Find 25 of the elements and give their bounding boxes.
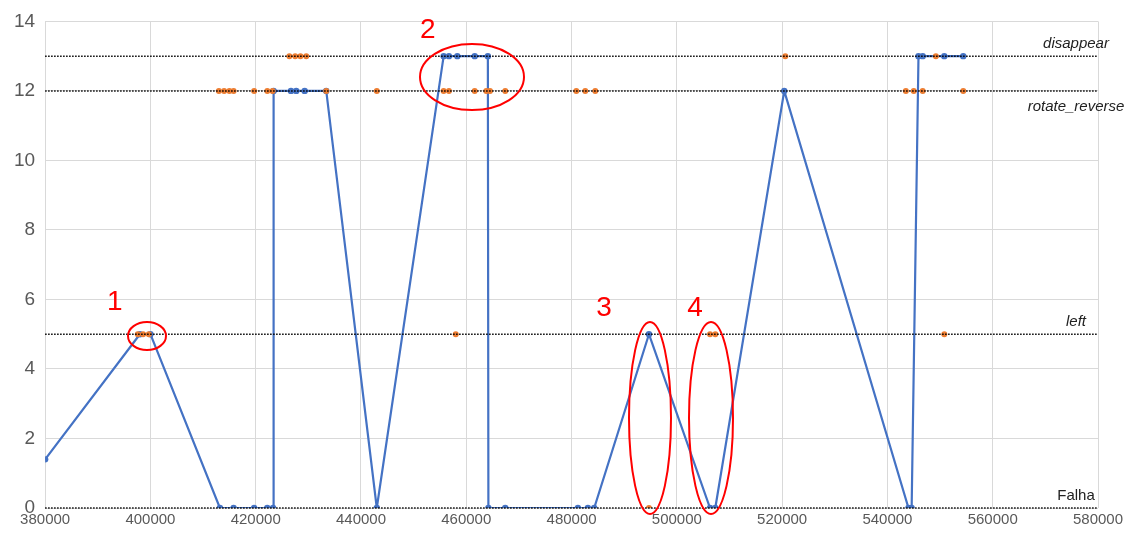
y-tick-label: 10 <box>13 148 36 170</box>
y-tick-label: 4 <box>24 357 36 379</box>
x-tick-label: 460000 <box>441 510 492 528</box>
x-tick-label: 440000 <box>335 510 387 528</box>
x-tick-label: 500000 <box>651 510 702 528</box>
ref-line-label: disappear <box>1043 34 1110 52</box>
annotation: 3 <box>596 290 612 322</box>
x-tick-label: 480000 <box>546 510 597 528</box>
x-tick-label: 580000 <box>1072 510 1124 528</box>
x-tick-label: 520000 <box>757 510 808 528</box>
y-tick-label: 8 <box>24 218 36 240</box>
ref-line-label: left <box>1065 312 1087 330</box>
annotation: 4 <box>687 290 703 322</box>
y-tick-label: 6 <box>24 287 36 309</box>
y-tick-label: 12 <box>13 79 36 101</box>
ref-line-label: Falha <box>1057 486 1096 504</box>
annotation: 1 <box>107 284 123 316</box>
ref-line-label: rotate_reverse <box>1027 97 1125 115</box>
annotation: 2 <box>419 12 436 44</box>
x-tick-label: 400000 <box>125 510 176 528</box>
x-tick-label: 420000 <box>230 510 281 528</box>
y-tick-label: 14 <box>13 9 36 31</box>
y-tick-label: 2 <box>24 426 36 448</box>
x-tick-label: 560000 <box>967 510 1018 528</box>
x-tick-label: 540000 <box>862 510 913 528</box>
